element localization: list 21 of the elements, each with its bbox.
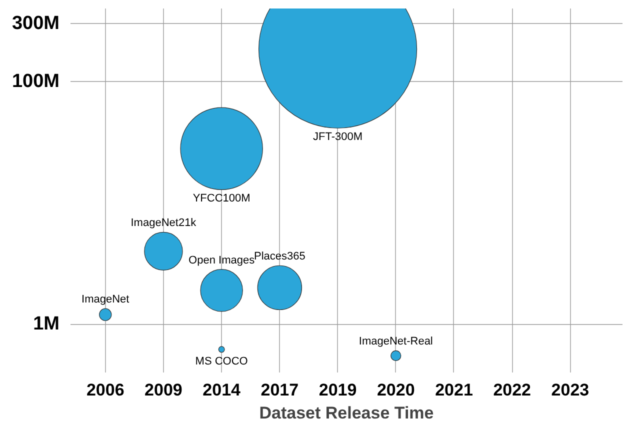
series-label: ImageNet21k xyxy=(130,217,197,230)
series-label: Places365 xyxy=(254,250,306,263)
y-tick-label: 300M xyxy=(12,13,60,34)
x-axis-title: Dataset Release Time xyxy=(259,404,434,422)
series-label: MS COCO xyxy=(195,355,248,368)
x-tick-label: 2014 xyxy=(202,380,242,400)
y-tick-label: 100M xyxy=(12,71,60,92)
x-tick-label: 2019 xyxy=(318,380,357,400)
series-label: JFT-300M xyxy=(313,131,363,144)
x-tick-label: 2023 xyxy=(551,380,590,400)
x-tick-label: 2020 xyxy=(376,380,415,400)
x-tick-label: 2022 xyxy=(493,380,532,400)
x-tick-label: 2021 xyxy=(435,380,473,400)
x-tick-label: 2009 xyxy=(144,380,182,400)
y-tick-label: 1M xyxy=(33,314,60,335)
series-label: ImageNet-Real xyxy=(358,336,433,348)
series-label: YFCC100M xyxy=(192,192,250,205)
series-label: Open Images xyxy=(188,254,256,266)
x-tick-label: 2017 xyxy=(260,380,299,400)
series-label: ImageNet xyxy=(82,294,130,306)
x-tick-label: 2006 xyxy=(86,380,124,400)
